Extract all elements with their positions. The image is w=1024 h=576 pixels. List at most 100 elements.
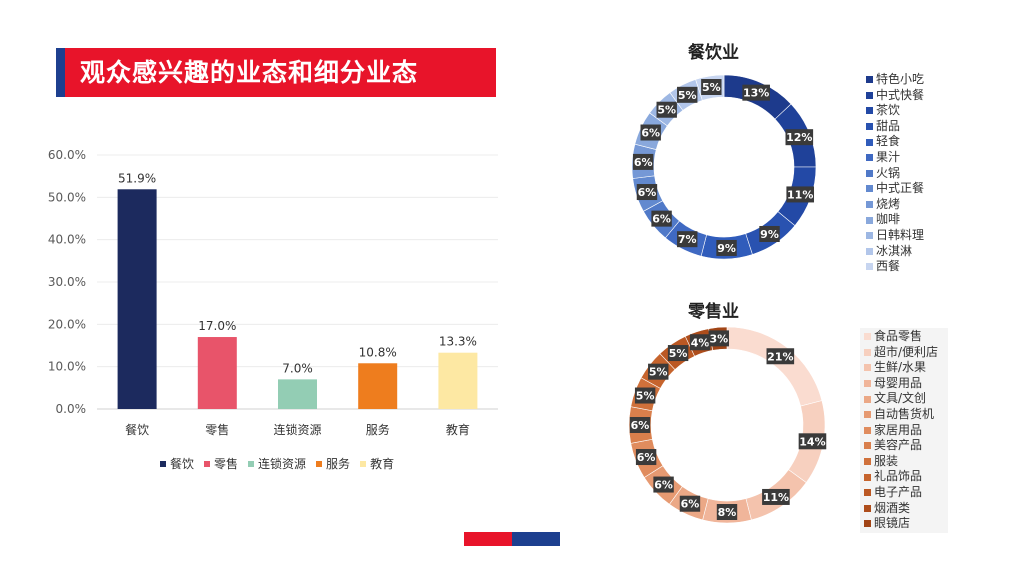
bar-y-tick-label: 50.0% — [48, 190, 86, 204]
pie2-legend-item: 家居用品 — [864, 423, 938, 439]
pie1-legend-item: 轻食 — [866, 134, 924, 150]
pie1-legend-swatch — [866, 216, 873, 224]
pie2-label-text: 14% — [799, 435, 825, 448]
pie2-legend-item: 母婴用品 — [864, 376, 938, 392]
pie2-legend-label: 自动售货机 — [874, 406, 935, 421]
pie2-label-box — [762, 488, 790, 505]
pie1-legend-label: 烧烤 — [876, 196, 901, 211]
pie1-legend-swatch — [866, 169, 873, 177]
bar-y-tick-label: 0.0% — [56, 402, 87, 416]
bar-legend-item: 餐饮 — [160, 455, 194, 472]
pie1-legend-item: 中式快餐 — [866, 88, 924, 104]
pie1-label-box — [786, 186, 815, 203]
bar-legend-swatch — [316, 460, 323, 467]
pie2-label-text: 6% — [631, 419, 650, 432]
bar-legend-item: 服务 — [316, 455, 350, 472]
pie1-label-text: 7% — [678, 233, 697, 246]
bar-legend-label: 连锁资源 — [258, 457, 307, 471]
pie2-slice-label: 6% — [653, 476, 674, 493]
pie2-legend-swatch — [864, 426, 871, 434]
pie1-label-text: 12% — [786, 131, 812, 144]
pie1-legend-label: 甜品 — [876, 118, 901, 133]
pie1-slice-label: 12% — [785, 129, 814, 146]
pie2-slice-label: 5% — [667, 345, 689, 362]
pie2-label-box — [634, 387, 656, 404]
bar-x-tick-label: 服务 — [366, 422, 390, 437]
bar-value-label: 51.9% — [118, 171, 156, 185]
bar-4 — [358, 363, 398, 409]
bar-legend-item: 连锁资源 — [248, 455, 306, 472]
pie2-label-box — [708, 330, 730, 347]
bar-legend-swatch — [160, 460, 166, 467]
footer-color-bar — [464, 532, 560, 546]
pie1-legend-item: 烧烤 — [866, 197, 924, 213]
pie1-slice-label: 5% — [677, 86, 698, 103]
bar-2 — [197, 337, 237, 409]
pie2-legend-label: 家居用品 — [874, 422, 923, 437]
pie2-legend-label: 超市/便利店 — [874, 344, 939, 359]
pie2-slice-label: 6% — [629, 417, 651, 433]
pie1-label-box — [656, 101, 677, 118]
bar-legend-label: 餐饮 — [170, 457, 195, 471]
pie1-label-box — [677, 86, 698, 103]
pie1-label-box — [651, 210, 672, 227]
bar-x-tick-label: 零售 — [205, 422, 229, 437]
page-title: 观众感兴趣的业态和细分业态 — [80, 58, 419, 87]
pie2-label-text: 6% — [654, 479, 673, 492]
pie1-label-box — [632, 153, 654, 170]
pie2-slice-label: 4% — [689, 334, 711, 351]
bar-5 — [438, 352, 478, 409]
pie2-legend-swatch — [864, 458, 871, 466]
pie1-legend-swatch — [866, 263, 873, 271]
pie1-legend-swatch — [866, 76, 873, 84]
pie2-label-box — [629, 417, 651, 433]
banner-accent-stripe — [56, 48, 65, 97]
pie2-label-text: 6% — [681, 498, 700, 511]
bar-legend-item: 零售 — [204, 455, 238, 472]
pie1-legend-swatch — [866, 185, 873, 193]
pie2-legend-item: 生鲜/水果 — [864, 360, 938, 376]
pie2-slice-label: 6% — [635, 449, 657, 466]
pie1-legend-label: 日韩料理 — [876, 227, 925, 242]
pie1-legend-item: 咖啡 — [866, 212, 924, 228]
bar-legend-item: 教育 — [360, 455, 394, 472]
bar-value-label: 17.0% — [198, 319, 236, 333]
pie2-legend-swatch — [864, 442, 871, 450]
pie1-legend-item: 日韩料理 — [866, 228, 924, 244]
pie1-legend-label: 中式正餐 — [876, 181, 925, 196]
bar-value-label: 7.0% — [282, 361, 313, 375]
pie1-legend-item: 甜品 — [866, 119, 924, 135]
pie1-label-box — [759, 225, 780, 242]
pie2-legend: 食品零售 超市/便利店 生鲜/水果 母婴用品 文具/文创 自动售货机 家居用品 美容产品 服装礼… — [860, 328, 949, 533]
pie1-label-box — [742, 84, 770, 101]
pie2-legend-label: 生鲜/水果 — [874, 360, 927, 375]
bar-x-tick-label: 连锁资源 — [273, 422, 321, 437]
pie2-slice-label: 3% — [708, 330, 730, 347]
pie2-label-box — [635, 449, 657, 466]
pie1-legend-swatch — [866, 91, 873, 99]
pie2-label-text: 5% — [649, 366, 668, 379]
pie1-legend-swatch — [866, 201, 873, 209]
pie2-label-text: 5% — [669, 347, 688, 360]
pie2-label-text: 5% — [636, 390, 655, 403]
pie2-legend-label: 美容产品 — [874, 438, 923, 453]
pie1-label-text: 6% — [638, 186, 657, 199]
pie1-legend-item: 火锅 — [866, 166, 924, 182]
bar-chart-legend: 餐饮 零售 连锁资源 服务 教育 — [160, 455, 404, 472]
pie2-legend-swatch — [864, 489, 871, 497]
bar-y-tick-label: 40.0% — [48, 233, 86, 247]
pie1-legend-label: 咖啡 — [876, 212, 901, 227]
pie2-slice-label: 11% — [762, 488, 790, 505]
pie1-slice-label: 6% — [651, 210, 672, 227]
pie1-slice-label: 5% — [656, 101, 677, 118]
pie1-legend-swatch — [866, 232, 873, 240]
pie2-label-box — [798, 433, 827, 450]
bar-value-label: 10.8% — [359, 345, 397, 359]
pie1-slice-label: 5% — [701, 78, 722, 95]
pie2-legend-swatch — [864, 504, 871, 512]
pie2-legend-label: 电子产品 — [874, 484, 923, 499]
pie2-legend-label: 礼品饰品 — [874, 469, 923, 484]
pie1-legend-label: 火锅 — [876, 165, 901, 180]
pie2-legend-item: 文具/文创 — [864, 391, 938, 407]
pie1-legend-item: 特色小吃 — [866, 72, 924, 88]
